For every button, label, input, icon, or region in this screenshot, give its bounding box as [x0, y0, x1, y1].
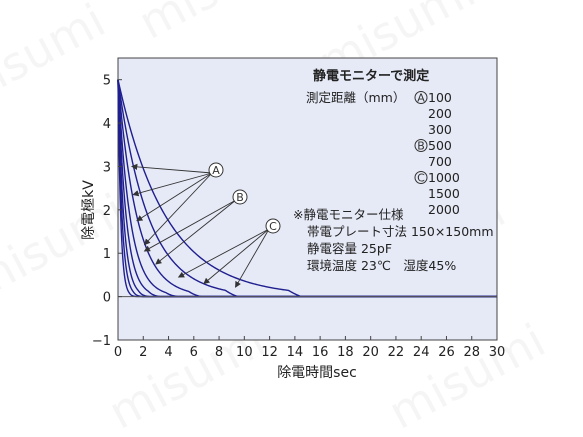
leader-A-3: [136, 172, 213, 222]
distance-marker-C: [414, 171, 428, 184]
distance-marker-A: [414, 91, 428, 104]
distance-value-1500: 1500: [428, 186, 460, 201]
distance-value-700: 700: [428, 154, 452, 169]
spec-plate: 帯電プレート寸法 150×150mm: [307, 224, 494, 239]
x-tick-label-4: 4: [164, 345, 172, 360]
decay-curve-6: [117, 79, 498, 298]
leader-A-2: [132, 172, 213, 197]
distance-marker-letter-B: B: [417, 140, 425, 153]
distance-value-200: 200: [428, 106, 452, 121]
decay-curve-4: [117, 79, 498, 298]
watermark-text-1: misumi: [130, 0, 304, 50]
distance-value-2000: 2000: [428, 202, 460, 217]
spec-capacitance: 静電容量 25pF: [307, 241, 392, 256]
decay-curve-8: [117, 79, 498, 298]
y-tick-label-1: 4: [103, 117, 111, 132]
x-tick-label-30: 30: [489, 345, 506, 360]
y-tick-labels: 5 4 3 2 1 0 −1: [92, 74, 111, 349]
distance-value-100: 100: [428, 90, 452, 105]
distance-marker-B: [414, 139, 428, 152]
watermark-text-0: misumi: [0, 0, 114, 120]
leader-A-4: [143, 172, 213, 246]
y-tick-label-0: 5: [103, 74, 111, 89]
decay-curve-5: [117, 79, 498, 298]
distance-marker-letter-C: C: [417, 172, 425, 185]
annotation-title: 静電モニターで測定: [313, 68, 429, 84]
decay-curve-3: [117, 79, 498, 298]
plot-marker-letter-A: A: [212, 164, 220, 177]
spec-title: ※静電モニター仕様: [293, 207, 404, 222]
y-tick-label-5: 0: [103, 291, 111, 306]
x-tick-label-22: 22: [388, 345, 405, 360]
plot-marker-letter-B: B: [236, 191, 244, 204]
x-tick-label-24: 24: [413, 345, 430, 360]
distance-value-1000: 1000: [428, 170, 460, 185]
leader-C-2: [203, 228, 270, 285]
x-tick-label-0: 0: [114, 345, 122, 360]
plot-marker-A: [208, 162, 224, 178]
leader-B-2: [155, 199, 237, 265]
x-tick-labels: 0 2 4 6 8 10 12 14 16 18 20 22 24 26 28 30: [114, 345, 505, 360]
y-tick-label-3: 2: [103, 204, 111, 219]
x-tick-label-6: 6: [190, 345, 198, 360]
watermark-text-3: misumi: [0, 183, 134, 310]
x-tick-label-28: 28: [463, 345, 480, 360]
x-axis-label: 除電時間sec: [277, 365, 357, 381]
distance-value-500: 500: [428, 138, 452, 153]
x-tick-label-14: 14: [287, 345, 304, 360]
plot-marker-B: [232, 189, 248, 205]
y-axis-label: 除電極kV: [81, 180, 97, 240]
leader-C-1: [177, 228, 270, 278]
x-tick-label-20: 20: [362, 345, 379, 360]
plot-marker-C: [265, 218, 281, 234]
x-tick-label-26: 26: [438, 345, 455, 360]
distance-marker-letter-A: A: [417, 92, 425, 105]
leader-B-1: [143, 199, 237, 252]
x-tick-label-10: 10: [236, 345, 253, 360]
distance-value-300: 300: [428, 122, 452, 137]
leader-A-1: [130, 163, 213, 174]
axes: [117, 79, 498, 341]
y-tick-label-2: 3: [103, 160, 111, 175]
distance-label: 測定距離（mm）: [306, 90, 405, 105]
y-tick-label-6: −1: [92, 334, 111, 349]
x-tick-label-8: 8: [215, 345, 223, 360]
x-tick-label-2: 2: [139, 345, 147, 360]
marker-layer: A B C: [130, 162, 281, 288]
x-tick-label-16: 16: [312, 345, 329, 360]
y-tick-label-4: 1: [103, 247, 111, 262]
decay-curve-7: [117, 79, 498, 298]
plot-area: [117, 57, 498, 341]
plot-marker-letter-C: C: [269, 220, 277, 233]
leader-C-3: [235, 228, 270, 288]
x-tick-label-18: 18: [337, 345, 354, 360]
x-tick-label-12: 12: [261, 345, 278, 360]
spec-environment: 環境温度 23℃ 湿度45%: [307, 258, 456, 273]
